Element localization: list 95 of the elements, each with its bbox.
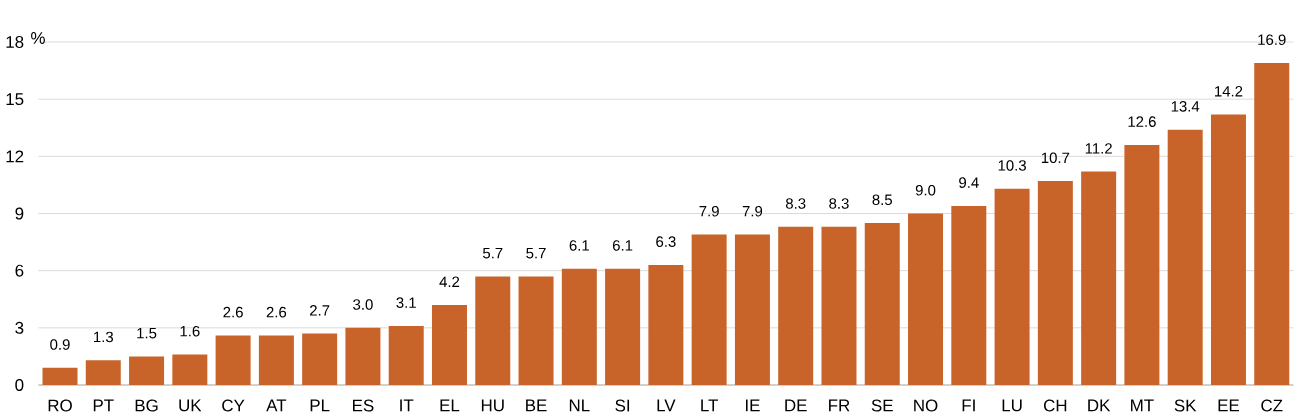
y-tick-label: 6 <box>15 264 24 277</box>
x-tick-label: IE <box>745 399 760 412</box>
bar <box>1210 114 1246 385</box>
y-tick-label: 9 <box>15 207 24 220</box>
bar <box>778 226 814 385</box>
bar <box>215 335 251 385</box>
bar <box>302 333 338 385</box>
bar <box>518 276 554 385</box>
data-label: 13.4 <box>1171 101 1200 112</box>
bar <box>1254 62 1290 385</box>
data-label: 10.3 <box>998 160 1026 171</box>
data-label: 3.0 <box>353 299 373 310</box>
x-tick-label: AT <box>266 399 287 412</box>
x-tick-label: ES <box>353 399 374 412</box>
data-label: 4.2 <box>439 276 460 287</box>
x-tick-label: NO <box>914 399 938 412</box>
bar <box>85 360 121 385</box>
data-label: 8.5 <box>872 194 893 206</box>
x-tick-label: SE <box>871 399 893 412</box>
x-tick-label: LU <box>1002 399 1022 412</box>
bar <box>475 276 511 385</box>
bar <box>1124 144 1160 385</box>
bar <box>345 327 381 385</box>
data-label: 5.7 <box>482 247 503 259</box>
x-tick-label: NL <box>569 399 590 412</box>
x-tick-label: DK <box>1088 399 1111 412</box>
x-tick-label: EL <box>440 399 460 412</box>
bar <box>864 223 900 385</box>
x-tick-label: IT <box>400 399 414 412</box>
y-axis-title: % <box>31 32 45 44</box>
x-tick-label: CZ <box>1261 399 1283 412</box>
bar <box>129 356 165 385</box>
data-label: 16.9 <box>1258 34 1286 45</box>
x-tick-label: BE <box>526 399 547 412</box>
bar <box>258 335 294 385</box>
data-label: 5.7 <box>526 247 546 259</box>
x-tick-label: SI <box>615 399 630 412</box>
bar <box>388 325 424 385</box>
data-label: 8.3 <box>829 198 849 209</box>
data-label: 1.6 <box>180 325 200 337</box>
bar <box>605 268 641 385</box>
data-label: 11.2 <box>1085 143 1112 154</box>
data-label: 12.6 <box>1128 116 1156 127</box>
x-tick-label: LV <box>657 399 676 412</box>
data-label: 7.9 <box>742 205 763 217</box>
data-label: 9.0 <box>915 184 936 196</box>
y-tick-label: 12 <box>6 150 24 163</box>
data-label: 0.9 <box>50 339 70 350</box>
x-tick-label: PL <box>310 399 330 412</box>
x-tick-label: DE <box>785 399 807 412</box>
data-label: 14.2 <box>1215 85 1243 97</box>
data-label: 8.3 <box>785 198 806 209</box>
data-label: 10.7 <box>1041 152 1070 164</box>
data-label: 7.9 <box>699 205 719 217</box>
data-label: 3.1 <box>396 297 416 308</box>
data-label: 9.4 <box>959 177 979 188</box>
bar <box>431 304 467 385</box>
x-tick-label: LT <box>701 399 719 412</box>
bar <box>1081 171 1117 385</box>
y-tick-label: 18 <box>6 36 24 48</box>
bar <box>734 234 770 385</box>
x-tick-label: FR <box>829 399 850 412</box>
y-tick-label: 3 <box>15 321 24 334</box>
bar <box>821 226 857 385</box>
bar <box>172 354 208 385</box>
bar <box>1037 181 1073 385</box>
x-tick-label: UK <box>179 399 202 412</box>
x-tick-label: PT <box>93 399 114 412</box>
bar <box>42 367 78 385</box>
x-tick-label: EE <box>1218 399 1240 412</box>
bar <box>561 268 597 385</box>
data-label: 6.1 <box>612 240 633 251</box>
data-label: 1.3 <box>94 331 114 343</box>
bar <box>951 205 987 385</box>
data-label: 2.6 <box>223 306 243 318</box>
x-tick-label: CY <box>222 399 245 412</box>
x-tick-label: FI <box>962 399 975 412</box>
y-tick-label: 15 <box>6 93 24 106</box>
x-tick-label: SK <box>1174 399 1197 412</box>
bar <box>908 213 944 385</box>
data-label: 1.5 <box>137 327 157 339</box>
bar <box>648 264 684 385</box>
x-tick-label: MT <box>1131 399 1154 412</box>
data-label: 2.6 <box>266 306 287 318</box>
bar <box>1167 129 1203 385</box>
bar <box>994 188 1030 385</box>
x-tick-label: HU <box>481 399 504 412</box>
bar <box>691 234 727 385</box>
data-label: 6.3 <box>656 236 676 247</box>
x-tick-label: CH <box>1044 399 1067 412</box>
data-label: 2.7 <box>310 305 330 316</box>
y-tick-label: 0 <box>15 379 24 391</box>
x-tick-label: BG <box>135 399 158 412</box>
x-tick-label: RO <box>48 399 72 412</box>
data-label: 6.1 <box>569 240 589 251</box>
